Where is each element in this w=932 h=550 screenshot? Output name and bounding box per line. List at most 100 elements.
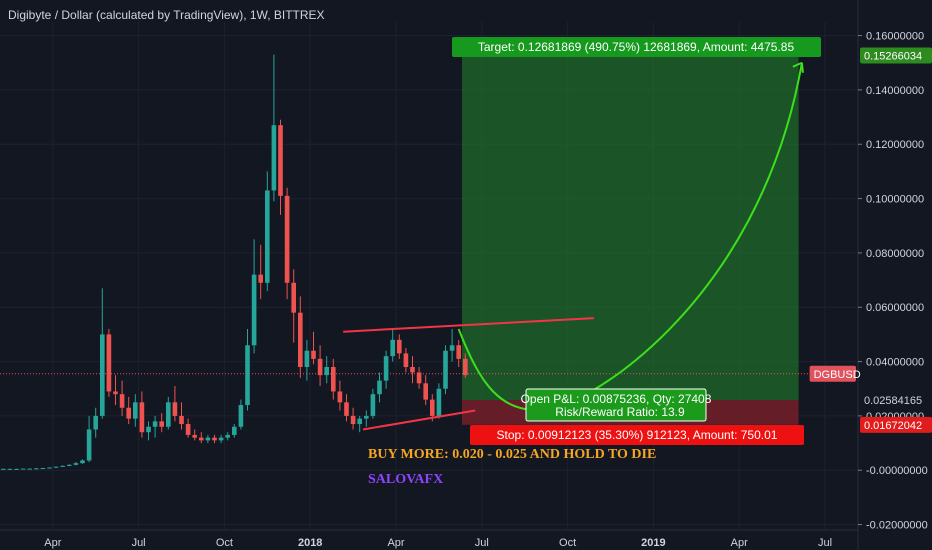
candle-body xyxy=(324,367,330,376)
y-tick-label: 0.08000000 xyxy=(866,248,924,260)
candle-body xyxy=(93,415,99,430)
x-tick-label: Oct xyxy=(559,537,576,549)
candle-body xyxy=(20,468,26,470)
y-tick-label: 0.06000000 xyxy=(866,302,924,314)
x-tick-label: Apr xyxy=(44,537,61,549)
candle-body xyxy=(258,274,264,283)
candle-body xyxy=(429,399,435,416)
candle-body xyxy=(99,334,105,416)
candle-body xyxy=(132,402,138,419)
price-tag-bg xyxy=(860,47,932,64)
candle-body xyxy=(86,429,92,461)
target-box-text: Target: 0.12681869 (490.75%) 12681869, A… xyxy=(478,40,795,54)
candle-body xyxy=(363,415,369,419)
candle-body xyxy=(231,426,237,435)
candle-body xyxy=(159,421,165,427)
candle-body xyxy=(251,274,257,346)
candle-body xyxy=(436,388,442,416)
y-tick-label: 0.14000000 xyxy=(866,85,924,97)
price-tag: 0.01672042 xyxy=(864,420,922,432)
candle-body xyxy=(73,463,79,465)
candle-body xyxy=(33,468,39,470)
candle-body xyxy=(344,402,349,416)
candle-body xyxy=(291,282,297,313)
candle-body xyxy=(264,190,270,283)
candle-body xyxy=(383,356,389,381)
candle-body xyxy=(278,125,283,196)
candle-body xyxy=(179,415,184,425)
candle-body xyxy=(330,367,336,392)
x-tick-label: Oct xyxy=(216,537,233,549)
candle-body xyxy=(60,465,66,467)
candle-body xyxy=(284,195,290,283)
candle-body xyxy=(192,434,198,438)
x-tick-label: Apr xyxy=(387,537,404,549)
candle-body xyxy=(198,437,204,441)
price-tag-bg xyxy=(860,392,932,409)
candle-body xyxy=(370,394,376,416)
candles xyxy=(0,54,468,470)
y-tick-label: 0.10000000 xyxy=(866,194,924,206)
candle-body xyxy=(40,468,46,470)
price-tag: 0.15266034 xyxy=(864,51,922,63)
candle-body xyxy=(396,339,402,354)
y-tick-label: 0.04000000 xyxy=(866,357,924,369)
candle-body xyxy=(416,372,422,384)
candle-body xyxy=(212,437,217,441)
price-tag-bg xyxy=(809,365,856,382)
candle-body xyxy=(456,345,462,359)
candle-body xyxy=(423,383,429,400)
candle-body xyxy=(218,437,224,441)
open-pl-text: Open P&L: 0.00875236, Qty: 27408 xyxy=(521,392,712,406)
candle-body xyxy=(139,402,145,433)
y-tick-label: 0.12000000 xyxy=(866,139,924,151)
candle-body xyxy=(449,345,455,351)
candle-body xyxy=(165,402,171,427)
candle-body xyxy=(311,350,316,359)
candle-body xyxy=(106,334,112,392)
candle-body xyxy=(152,421,158,427)
candle-body xyxy=(245,345,250,406)
candle-body xyxy=(377,380,382,395)
candle-body xyxy=(443,350,448,389)
candle-body xyxy=(225,434,231,438)
price-tag: 0.02584165 xyxy=(864,395,922,407)
candle-body xyxy=(53,466,59,468)
x-tick-label: 2019 xyxy=(641,537,665,549)
y-tick-label: -0.00000000 xyxy=(866,465,928,477)
author-note: SALOVAFX xyxy=(368,472,443,487)
stop-box-text: Stop: 0.00912123 (35.30%) 912123, Amount… xyxy=(497,428,778,442)
x-tick-label: 2018 xyxy=(298,537,322,549)
candle-body xyxy=(337,391,343,403)
candle-body xyxy=(47,467,52,469)
candle-body xyxy=(297,312,303,368)
candle-body xyxy=(14,468,19,470)
candle-body xyxy=(80,460,85,464)
candle-body xyxy=(462,358,468,376)
candle-body xyxy=(304,350,310,368)
candle-body xyxy=(357,418,363,425)
candle-body xyxy=(66,464,72,466)
candle-body xyxy=(350,415,356,425)
candle-body xyxy=(119,394,125,408)
candle-body xyxy=(27,468,33,470)
target-box xyxy=(452,37,821,57)
candle-body xyxy=(0,468,6,470)
price-tag-bg xyxy=(860,416,932,433)
candle-body xyxy=(410,367,415,373)
x-tick-label: Jul xyxy=(132,537,146,549)
candle-body xyxy=(271,125,277,191)
x-tick-label: Jul xyxy=(475,537,489,549)
y-tick-label: 0.16000000 xyxy=(866,31,924,43)
candle-body xyxy=(113,391,118,395)
risk-reward-text: Risk/Reward Ratio: 13.9 xyxy=(555,405,685,419)
buy-more-note: BUY MORE: 0.020 - 0.025 AND HOLD TO DIE xyxy=(368,447,656,462)
candle-body xyxy=(146,426,151,433)
candle-body xyxy=(238,405,244,427)
y-tick-label: -0.02000000 xyxy=(866,520,928,532)
stop-box xyxy=(470,425,804,445)
lower-channel-line xyxy=(362,409,476,431)
candle-body xyxy=(205,437,211,441)
